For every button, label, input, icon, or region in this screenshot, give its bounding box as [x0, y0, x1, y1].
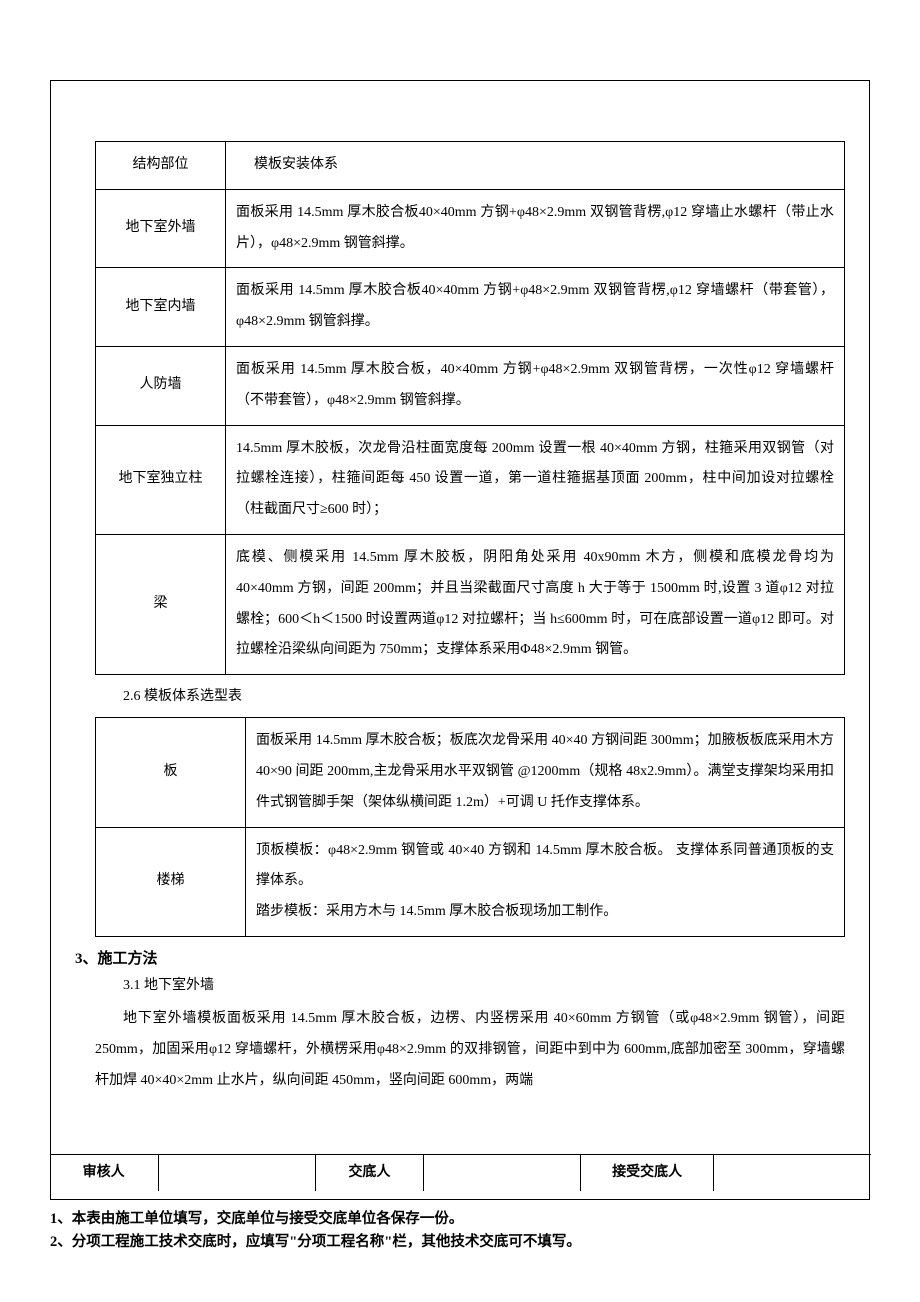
- cell-part: 楼梯: [96, 827, 246, 936]
- cell-part: 人防墙: [96, 346, 226, 425]
- table-formwork-selection: 板 面板采用 14.5mm 厚木胶合板；板底次龙骨采用 40×40 方钢间距 3…: [95, 717, 845, 937]
- table-row: 地下室外墙 面板采用 14.5mm 厚木胶合板40×40mm 方钢+φ48×2.…: [96, 189, 845, 268]
- paragraph-3-1: 地下室外墙模板面板采用 14.5mm 厚木胶合板，边楞、内竖楞采用 40×60m…: [95, 1004, 845, 1096]
- cell-desc: 面板采用 14.5mm 厚木胶合板40×40mm 方钢+φ48×2.9mm 双钢…: [226, 268, 845, 347]
- cell-desc: 面板采用 14.5mm 厚木胶合板；板底次龙骨采用 40×40 方钢间距 300…: [246, 718, 845, 827]
- table-header-row: 结构部位 模板安装体系: [96, 142, 845, 190]
- signature-row: 审核人 交底人 接受交底人: [50, 1155, 871, 1191]
- table-row: 人防墙 面板采用 14.5mm 厚木胶合板，40×40mm 方钢+φ48×2.9…: [96, 346, 845, 425]
- table-structure-parts: 结构部位 模板安装体系 地下室外墙 面板采用 14.5mm 厚木胶合板40×40…: [95, 141, 845, 675]
- cell-part: 地下室外墙: [96, 189, 226, 268]
- cell-desc: 底模、侧模采用 14.5mm 厚木胶板，阴阳角处采用 40x90mm 木方，侧模…: [226, 534, 845, 674]
- cell-part: 梁: [96, 534, 226, 674]
- table-row: 楼梯 顶板模板：φ48×2.9mm 钢管或 40×40 方钢和 14.5mm 厚…: [96, 827, 845, 936]
- section-3-1-heading: 3.1 地下室外墙: [123, 972, 845, 1000]
- signature-table: 审核人 交底人 接受交底人: [50, 1154, 871, 1191]
- cell-desc: 面板采用 14.5mm 厚木胶合板40×40mm 方钢+φ48×2.9mm 双钢…: [226, 189, 845, 268]
- receiver-label: 接受交底人: [581, 1155, 714, 1191]
- table-row: 地下室独立柱 14.5mm 厚木胶板，次龙骨沿柱面宽度每 200mm 设置一根 …: [96, 425, 845, 534]
- cell-part: 地下室独立柱: [96, 425, 226, 534]
- footnote-2: 2、分项工程施工技术交底时，应填写"分项工程名称"栏，其他技术交底可不填写。: [50, 1231, 870, 1254]
- table-row: 梁 底模、侧模采用 14.5mm 厚木胶板，阴阳角处采用 40x90mm 木方，…: [96, 534, 845, 674]
- table-row: 地下室内墙 面板采用 14.5mm 厚木胶合板40×40mm 方钢+φ48×2.…: [96, 268, 845, 347]
- cell-part: 板: [96, 718, 246, 827]
- cell-desc: 顶板模板：φ48×2.9mm 钢管或 40×40 方钢和 14.5mm 厚木胶合…: [246, 827, 845, 936]
- reviewer-value: [158, 1155, 315, 1191]
- receiver-value: [714, 1155, 871, 1191]
- header-col2: 模板安装体系: [226, 142, 845, 190]
- footnotes: 1、本表由施工单位填写，交底单位与接受交底单位各保存一份。 2、分项工程施工技术…: [50, 1208, 870, 1254]
- cell-desc: 面板采用 14.5mm 厚木胶合板，40×40mm 方钢+φ48×2.9mm 双…: [226, 346, 845, 425]
- page-frame: 结构部位 模板安装体系 地下室外墙 面板采用 14.5mm 厚木胶合板40×40…: [50, 80, 870, 1200]
- reviewer-label: 审核人: [50, 1155, 159, 1191]
- presenter-value: [424, 1155, 581, 1191]
- presenter-label: 交底人: [315, 1155, 424, 1191]
- header-col1: 结构部位: [96, 142, 226, 190]
- table-row: 板 面板采用 14.5mm 厚木胶合板；板底次龙骨采用 40×40 方钢间距 3…: [96, 718, 845, 827]
- caption-2-6: 2.6 模板体系选型表: [123, 683, 845, 711]
- section-3-heading: 3、施工方法: [75, 947, 845, 968]
- footnote-1: 1、本表由施工单位填写，交底单位与接受交底单位各保存一份。: [50, 1208, 870, 1231]
- cell-part: 地下室内墙: [96, 268, 226, 347]
- cell-desc: 14.5mm 厚木胶板，次龙骨沿柱面宽度每 200mm 设置一根 40×40mm…: [226, 425, 845, 534]
